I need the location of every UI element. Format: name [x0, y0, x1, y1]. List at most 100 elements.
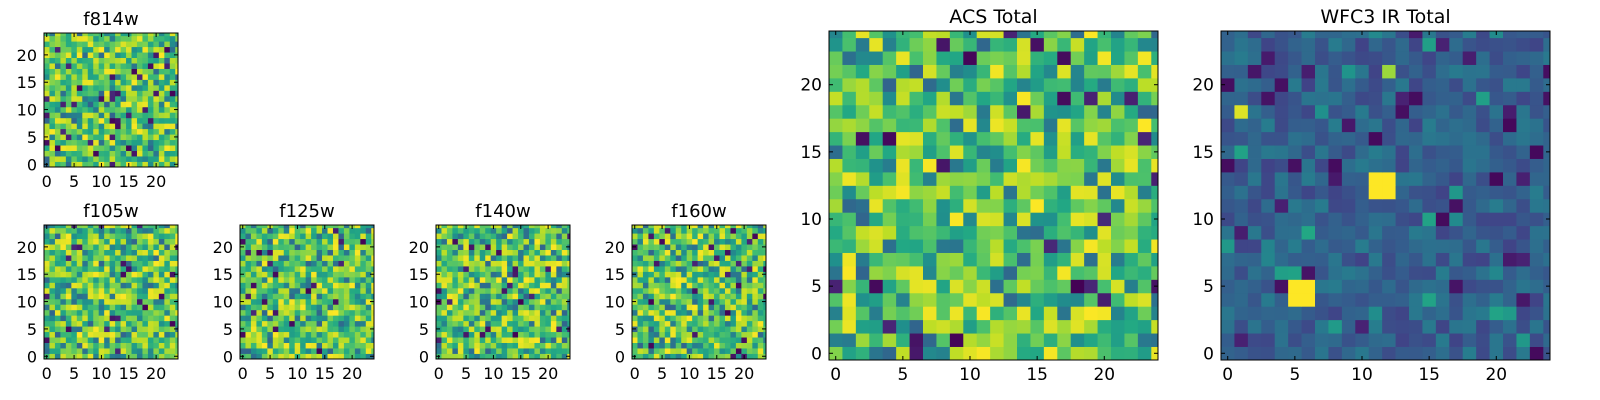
heatmap-cell [556, 298, 563, 305]
heatmap-cell [104, 282, 111, 289]
heatmap-cell [1247, 306, 1262, 321]
heatmap-cell [311, 331, 317, 338]
heatmap-cell [54, 282, 61, 289]
heatmap-cell [136, 266, 143, 272]
heatmap-cell [686, 348, 693, 354]
heatmap-cell [1435, 78, 1450, 92]
heatmap-cell [82, 331, 89, 338]
heatmap-cell [882, 145, 897, 159]
y-tick-label: 0 [615, 347, 625, 366]
heatmap-cell [250, 304, 257, 311]
heatmap-cell [523, 249, 530, 256]
heatmap-cell [158, 282, 165, 289]
heatmap-cell [567, 293, 570, 300]
heatmap-cell [131, 260, 138, 267]
heatmap-cell [54, 255, 61, 261]
heatmap-cell [842, 212, 857, 227]
heatmap-cell [104, 150, 111, 157]
heatmap-cell [1261, 319, 1276, 334]
heatmap-cell [104, 52, 111, 59]
heatmap-cell [1422, 37, 1437, 52]
heatmap-cell [104, 276, 111, 283]
heatmap-cell [479, 227, 486, 234]
heatmap-cell [545, 249, 552, 256]
heatmap-cell [158, 342, 165, 349]
heatmap-cell [332, 227, 339, 234]
heatmap-cell [528, 225, 535, 229]
heatmap-cell [1489, 51, 1504, 65]
heatmap-cell [757, 309, 764, 316]
y-tick-label: 20 [409, 238, 429, 257]
heatmap-cell [294, 276, 301, 283]
heatmap-cell [735, 326, 742, 333]
heatmap-cell [54, 304, 61, 311]
heatmap-cell [550, 331, 557, 338]
heatmap-cell [763, 309, 766, 316]
x-tick-label: 10 [91, 172, 111, 191]
heatmap-cell [60, 260, 67, 267]
heatmap-cell [714, 238, 720, 245]
heatmap-cell [294, 331, 301, 338]
heatmap-cell [855, 306, 870, 321]
heatmap-cell [1422, 91, 1437, 106]
heatmap-cell [724, 309, 731, 316]
heatmap-cell [681, 293, 688, 300]
heatmap-cell [1462, 104, 1477, 119]
heatmap-cell [93, 326, 100, 333]
heatmap-cell [153, 260, 160, 267]
heatmap-cell [316, 276, 323, 283]
heatmap-cell [1084, 279, 1098, 294]
heatmap-cell [479, 225, 486, 229]
heatmap-cell [82, 255, 89, 261]
heatmap-cell [115, 112, 121, 119]
heatmap-cell [1017, 51, 1031, 65]
heatmap-cell [316, 309, 323, 316]
heatmap-cell [507, 276, 513, 283]
heatmap-cell [93, 255, 100, 261]
heatmap-cell [686, 326, 693, 333]
heatmap-cell [250, 337, 257, 343]
heatmap-cell [82, 134, 89, 141]
heatmap-cell [949, 91, 964, 106]
heatmap-cell [49, 139, 56, 146]
y-tick-label: 20 [800, 76, 822, 96]
heatmap-cell [1355, 239, 1370, 253]
heatmap-cell [659, 320, 666, 327]
heatmap-cell [136, 244, 143, 251]
heatmap-cell [642, 227, 649, 234]
heatmap-cell [354, 238, 361, 245]
heatmap-cell [735, 255, 742, 261]
heatmap-cell [664, 348, 671, 354]
heatmap-cell [136, 33, 143, 37]
heatmap-cell [240, 276, 246, 283]
heatmap-cell [87, 106, 94, 113]
heatmap-cell [136, 238, 143, 245]
heatmap-cell [724, 233, 731, 240]
heatmap-cell [289, 331, 296, 338]
heatmap-cell [479, 337, 486, 343]
heatmap-cell [1435, 333, 1450, 347]
heatmap-cell [1017, 185, 1031, 200]
heatmap-cell [1030, 266, 1045, 280]
heatmap-cell [120, 271, 127, 278]
heatmap-cell [305, 287, 312, 294]
heatmap-cell [1111, 239, 1125, 253]
heatmap-cell [1315, 266, 1329, 280]
heatmap-cell [949, 145, 964, 159]
heatmap-cell [936, 292, 951, 307]
heatmap-cell [752, 309, 759, 316]
heatmap-cell [1247, 131, 1262, 146]
heatmap-cell [1449, 306, 1464, 321]
heatmap-cell [485, 260, 492, 267]
heatmap-cell [256, 249, 263, 256]
heatmap-cell [632, 282, 638, 289]
heatmap-cell [338, 331, 345, 338]
heatmap-cell [976, 118, 991, 133]
heatmap-cell [561, 255, 568, 261]
heatmap-cell [1030, 78, 1045, 92]
heatmap-cell [757, 255, 764, 261]
heatmap-cell [1043, 198, 1058, 213]
heatmap-cell [1043, 185, 1058, 200]
heatmap-cell [115, 33, 121, 37]
heatmap-cell [93, 63, 100, 69]
